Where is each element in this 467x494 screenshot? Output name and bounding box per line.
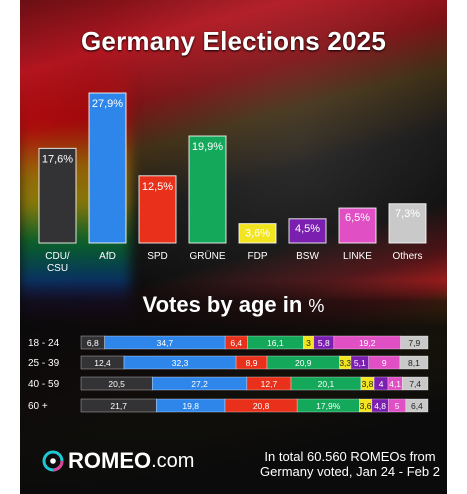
bar-gruene xyxy=(188,135,227,244)
segment-others xyxy=(405,398,429,413)
romeo-logo-icon xyxy=(42,450,64,472)
segment-value-gruene: 20,9 xyxy=(295,358,312,368)
bar-value-gruene: 19,9% xyxy=(192,141,223,153)
chart-title: Germany Elections 2025 xyxy=(81,26,386,56)
bar-value-spd: 12,5% xyxy=(142,181,173,193)
bar-bsw xyxy=(288,218,327,244)
age-chart-title: Votes by age in % xyxy=(20,292,447,318)
bar-label-afd: AfD xyxy=(99,251,116,262)
bar-afd xyxy=(88,92,127,244)
segment-others xyxy=(400,335,429,350)
bar-cdu-csu xyxy=(38,147,77,244)
segment-value-cdu-csu: 6,8 xyxy=(87,338,99,348)
bar-label-fdp: FDP xyxy=(248,251,268,262)
segment-value-bsw: 4 xyxy=(379,379,384,389)
bar-label-bsw: BSW xyxy=(296,251,319,262)
infographic-frame: Germany Elections 2025 17,6% CDU/CSU 27,9%… xyxy=(20,0,447,494)
bar-label-others: Others xyxy=(392,251,422,262)
segment-value-bsw: 5,8 xyxy=(318,338,330,348)
segment-value-fdp: 3,6 xyxy=(360,401,372,411)
segment-others xyxy=(401,376,429,391)
segment-others xyxy=(399,355,429,370)
bar-value-bsw: 4,5% xyxy=(295,223,320,235)
bar-value-others: 7,3% xyxy=(395,208,420,220)
footer-note: In total 60.560 ROMEOs from Germany vote… xyxy=(260,449,440,479)
segment-value-spd: 6,4 xyxy=(230,338,242,348)
segment-value-afd: 27,2 xyxy=(191,379,208,389)
bar-others xyxy=(388,203,427,244)
bar-fdp xyxy=(238,223,277,244)
segment-value-spd: 12,7 xyxy=(261,379,278,389)
age-chart-title-unit: % xyxy=(308,296,325,316)
segment-value-others: 7,9 xyxy=(408,338,420,348)
bar-linke xyxy=(338,207,377,244)
romeo-logo-name: ROMEO xyxy=(68,448,152,473)
segment-value-others: 8,1 xyxy=(408,358,420,368)
segment-value-spd: 8,9 xyxy=(246,358,258,368)
age-group-label: 40 - 59 xyxy=(28,379,60,390)
bar-value-fdp: 3,6% xyxy=(245,228,270,240)
segment-value-gruene: 16,1 xyxy=(267,338,284,348)
segment-value-cdu-csu: 21,7 xyxy=(110,401,127,411)
segment-value-fdp: 3,3 xyxy=(339,358,351,368)
footer-line-1: In total 60.560 ROMEOs from xyxy=(264,449,436,464)
age-group-label: 18 - 24 xyxy=(28,338,60,349)
segment-value-others: 6,4 xyxy=(411,401,423,411)
segment-value-bsw: 5,1 xyxy=(354,358,366,368)
romeo-logo: ROMEO .com xyxy=(42,448,194,474)
segment-value-linke: 9 xyxy=(382,358,387,368)
romeo-logo-domain: .com xyxy=(151,449,195,472)
segment-value-afd: 19,8 xyxy=(182,401,199,411)
segment-value-spd: 20,8 xyxy=(253,401,270,411)
segment-value-others: 7,4 xyxy=(409,379,421,389)
segment-value-afd: 32,3 xyxy=(172,358,189,368)
bar-label-cdu-csu: CDU/CSU xyxy=(45,251,70,274)
segment-value-linke: 4,1 xyxy=(389,379,401,389)
bar-value-afd: 27,9% xyxy=(92,98,123,110)
age-chart-title-text: Votes by age in xyxy=(142,292,303,317)
age-group-label: 25 - 39 xyxy=(28,358,60,369)
bar-value-cdu-csu: 17,6% xyxy=(42,153,73,165)
segment-value-bsw: 4,8 xyxy=(374,401,386,411)
segment-value-fdp: 3 xyxy=(306,338,311,348)
segment-value-afd: 34,7 xyxy=(157,338,174,348)
segment-value-cdu-csu: 20,5 xyxy=(108,379,125,389)
segment-value-linke: 5 xyxy=(395,401,400,411)
age-group-label: 60 + xyxy=(28,401,48,412)
segment-value-fdp: 3,8 xyxy=(362,379,374,389)
segment-value-gruene: 17,9% xyxy=(316,401,341,411)
footer-line-2: Germany voted, Jan 24 - Feb 2 xyxy=(260,464,440,479)
segment-value-gruene: 20,1 xyxy=(318,379,335,389)
segment-value-cdu-csu: 12,4 xyxy=(94,358,111,368)
segment-value-linke: 19,2 xyxy=(359,338,376,348)
bar-label-spd: SPD xyxy=(147,251,168,262)
chart-canvas: 17,6% CDU/CSU 27,9% AfD 12,5% SPD 19,9% GRÜNE 3,… xyxy=(28,92,429,413)
bar-label-linke: LINKE xyxy=(343,251,372,262)
bar-spd xyxy=(138,175,177,244)
bar-label-gruene: GRÜNE xyxy=(189,250,225,262)
bar-value-linke: 6,5% xyxy=(345,212,370,224)
